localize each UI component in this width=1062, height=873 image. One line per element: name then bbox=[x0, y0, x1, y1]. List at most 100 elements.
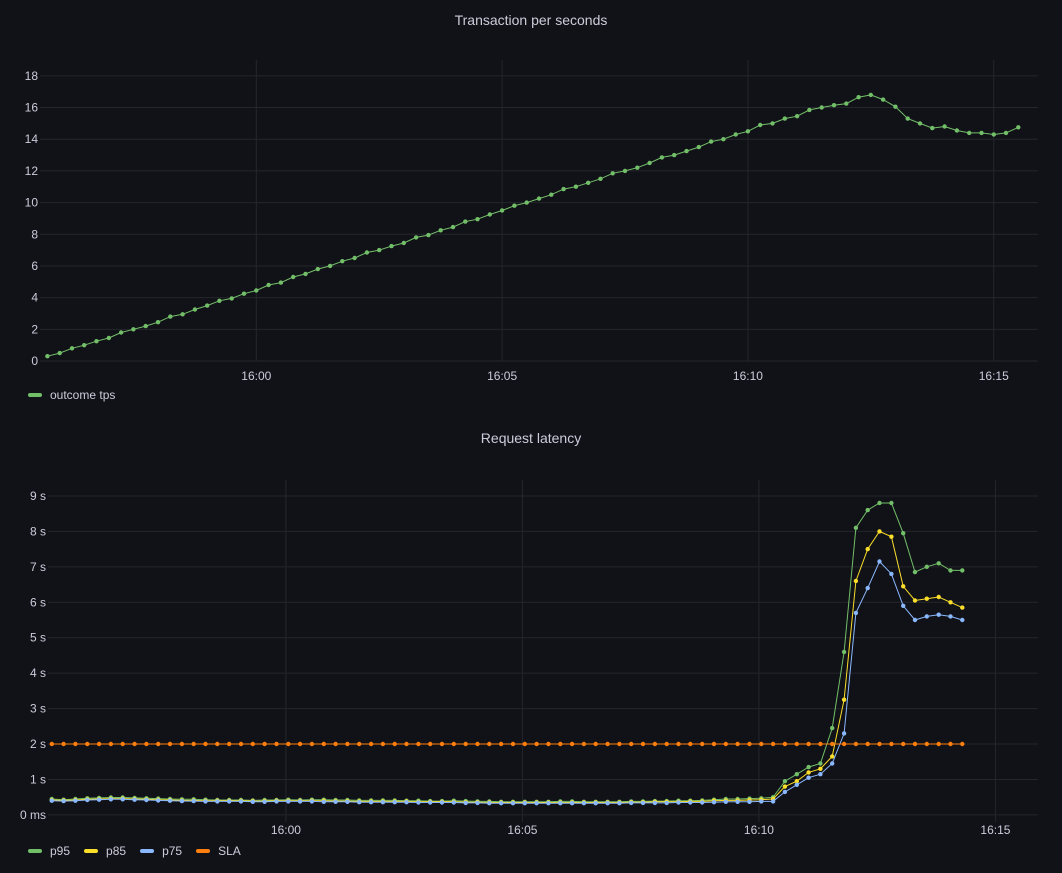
legend-item-p75[interactable]: p75 bbox=[140, 844, 182, 858]
data-point-p75 bbox=[806, 775, 811, 780]
tps-legend: outcome tps bbox=[28, 388, 115, 402]
y-tick-label: 7 s bbox=[30, 560, 46, 574]
data-point-sla bbox=[617, 741, 622, 747]
data-point-sla bbox=[475, 741, 480, 747]
tps-chart: 0 2 4 6 8 10 12 14 16 18 16:00 16:05 16:10 16:15 bbox=[25, 60, 1038, 383]
data-point-p95 bbox=[794, 772, 799, 777]
legend-swatch bbox=[196, 849, 211, 853]
data-point-p75 bbox=[581, 801, 587, 806]
data-point-sla bbox=[711, 741, 717, 747]
data-point-p95 bbox=[889, 500, 894, 506]
data-point-sla bbox=[830, 741, 835, 747]
data-point-sla bbox=[664, 741, 669, 747]
latency-panel: Request latency 0 ms 1 s 2 s 3 s 4 s 5 s 6 s 7 … bbox=[0, 418, 1062, 873]
data-point-sla bbox=[688, 741, 693, 747]
legend-item-outcome-tps[interactable]: outcome tps bbox=[28, 388, 115, 402]
data-point-outcome-tps bbox=[82, 343, 87, 348]
data-point-p85 bbox=[853, 578, 859, 584]
data-point-outcome-tps bbox=[217, 298, 222, 303]
data-point-outcome-tps bbox=[291, 274, 296, 280]
data-point-p85 bbox=[948, 600, 953, 605]
data-point-sla bbox=[250, 741, 255, 747]
data-point-outcome-tps bbox=[659, 155, 665, 160]
data-point-p75 bbox=[912, 617, 918, 623]
data-point-sla bbox=[227, 741, 232, 747]
data-point-sla bbox=[96, 741, 102, 747]
legend-swatch bbox=[140, 849, 155, 853]
data-point-p85 bbox=[936, 594, 941, 600]
data-point-sla bbox=[380, 741, 386, 747]
data-point-p75 bbox=[605, 801, 610, 806]
data-point-sla bbox=[451, 741, 456, 747]
y-tick-label: 14 bbox=[25, 132, 39, 146]
data-point-p85 bbox=[806, 770, 811, 775]
data-point-p95 bbox=[806, 764, 811, 770]
data-point-sla bbox=[889, 741, 894, 747]
data-point-outcome-tps bbox=[69, 346, 75, 351]
legend-item-sla[interactable]: SLA bbox=[196, 844, 241, 858]
data-point-outcome-tps bbox=[438, 228, 443, 233]
data-point-outcome-tps bbox=[844, 101, 849, 106]
data-point-sla bbox=[428, 741, 433, 747]
data-point-p75 bbox=[428, 800, 433, 805]
data-point-p95 bbox=[853, 525, 859, 530]
data-point-sla bbox=[912, 741, 918, 747]
legend-item-p85[interactable]: p85 bbox=[84, 844, 126, 858]
data-point-outcome-tps bbox=[389, 243, 394, 249]
legend-item-p95[interactable]: p95 bbox=[28, 844, 70, 858]
data-point-p75 bbox=[510, 801, 516, 806]
data-point-sla bbox=[215, 741, 220, 747]
data-point-p75 bbox=[404, 800, 409, 805]
data-point-sla bbox=[262, 741, 267, 747]
data-point-sla bbox=[203, 741, 208, 747]
legend-label: outcome tps bbox=[50, 388, 116, 402]
data-point-sla bbox=[309, 741, 315, 747]
data-point-sla bbox=[924, 741, 929, 747]
data-point-p95 bbox=[901, 531, 906, 536]
data-point-p85 bbox=[841, 697, 847, 702]
data-point-outcome-tps bbox=[770, 121, 775, 126]
data-point-sla bbox=[936, 741, 941, 747]
y-tick-label: 8 bbox=[31, 227, 38, 241]
data-point-sla bbox=[770, 741, 776, 747]
data-point-p75 bbox=[960, 617, 965, 623]
data-point-outcome-tps bbox=[868, 92, 873, 98]
data-point-p75 bbox=[368, 800, 374, 805]
data-point-p75 bbox=[85, 797, 90, 803]
data-point-sla bbox=[49, 741, 54, 747]
data-point-p75 bbox=[901, 603, 906, 608]
data-point-outcome-tps bbox=[893, 104, 898, 109]
legend-label: p95 bbox=[50, 844, 71, 858]
data-point-outcome-tps bbox=[586, 180, 591, 185]
data-point-p75 bbox=[451, 800, 456, 805]
data-point-p75 bbox=[321, 799, 326, 804]
data-point-outcome-tps bbox=[499, 208, 505, 213]
y-tick-label: 9 s bbox=[30, 489, 46, 503]
data-point-p75 bbox=[652, 800, 658, 806]
data-point-sla bbox=[487, 741, 492, 747]
data-point-sla bbox=[61, 741, 66, 747]
series-line-p85 bbox=[51, 530, 963, 803]
data-point-sla bbox=[865, 741, 870, 747]
data-point-sla bbox=[605, 741, 610, 747]
latency-legend: p95 p85 p75 SLA bbox=[28, 844, 241, 858]
data-point-outcome-tps bbox=[1003, 130, 1009, 136]
x-tick-label: 16:10 bbox=[744, 823, 774, 837]
data-point-p75 bbox=[629, 800, 634, 806]
data-point-p95 bbox=[948, 568, 953, 573]
data-point-sla bbox=[723, 741, 728, 747]
data-point-p95 bbox=[924, 564, 929, 569]
data-point-sla bbox=[522, 741, 527, 747]
data-point-outcome-tps bbox=[426, 232, 431, 238]
data-point-outcome-tps bbox=[635, 165, 640, 170]
data-point-outcome-tps bbox=[1016, 125, 1021, 130]
data-point-sla bbox=[794, 741, 799, 747]
data-point-outcome-tps bbox=[684, 148, 689, 154]
data-point-p75 bbox=[522, 801, 527, 806]
data-point-p75 bbox=[640, 800, 646, 806]
data-point-p75 bbox=[889, 571, 894, 577]
data-point-p75 bbox=[96, 797, 102, 802]
data-point-p75 bbox=[250, 799, 255, 804]
legend-label: SLA bbox=[218, 844, 241, 858]
data-point-p75 bbox=[227, 799, 232, 804]
